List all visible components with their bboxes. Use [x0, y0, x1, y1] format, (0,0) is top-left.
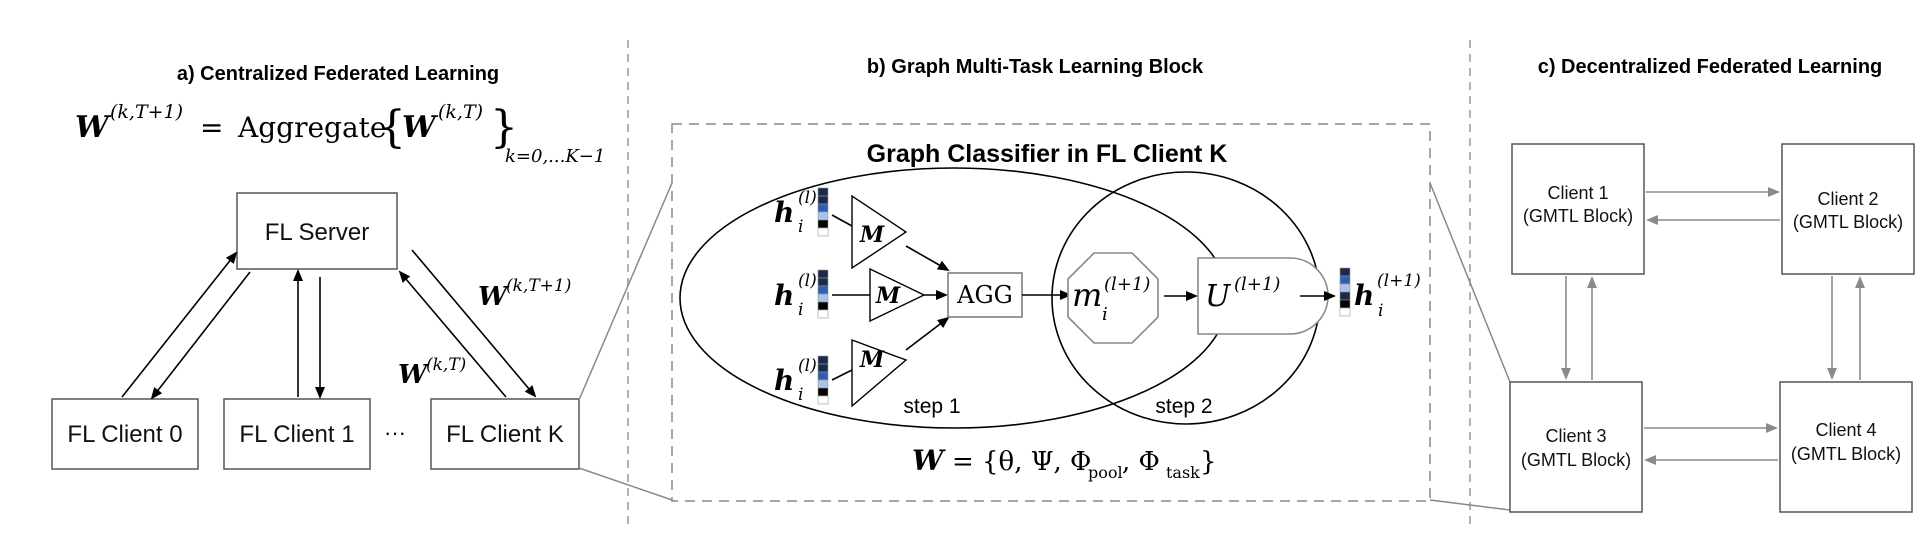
arrow-m-top-to-agg: [905, 245, 950, 271]
downlink-sup: (k,T+1): [506, 276, 571, 296]
uplink-sup: (k,T): [426, 355, 466, 375]
input-h-bottom-sub: i: [798, 385, 803, 405]
message-fn-mid: M: [832, 267, 926, 323]
client-1-name: Client 1: [1547, 183, 1608, 203]
params-pool-sub: pool: [1088, 463, 1123, 482]
message-sup: (l+1): [1104, 274, 1150, 295]
client-4-block: (GMTL Block): [1791, 444, 1901, 464]
step2-label: step 2: [1155, 395, 1212, 418]
input-feature-top: h i (l): [774, 188, 817, 237]
output-h: h: [1354, 279, 1374, 312]
zoom-guide-bottom-left: [578, 467, 673, 501]
fl-client-1-label: FL Client 1: [239, 421, 354, 448]
client-2-name: Client 2: [1817, 189, 1878, 209]
formula-subscript: k=0,...K−1: [505, 146, 605, 167]
message-fn-top: M: [831, 194, 908, 270]
update-sup: (l+1): [1234, 274, 1280, 295]
output-feature-label: h i (l+1): [1354, 271, 1421, 321]
params-close: }: [1200, 447, 1217, 477]
params-w: W: [912, 444, 946, 477]
decentral-client-1[interactable]: Client 1 (GMTL Block): [1511, 143, 1645, 275]
message-fn-top-label: M: [859, 222, 885, 248]
formula-brace-open: {: [378, 102, 406, 153]
arrow-m-bottom-to-agg: [905, 316, 950, 351]
output-h-sub: i: [1378, 301, 1383, 321]
gmtl-block-frame: [671, 123, 1431, 502]
fl-client-k[interactable]: FL Client K: [430, 398, 580, 470]
formula-op: Aggregate: [237, 111, 386, 144]
clients-ellipsis: ···: [384, 420, 406, 445]
parameter-set-formula: W = {θ, Ψ, Φ pool , Φ task }: [912, 444, 1217, 482]
message-m: m: [1072, 276, 1102, 314]
formula-lhs-w: W: [75, 110, 112, 145]
client-2-block: (GMTL Block): [1793, 212, 1903, 232]
params-comma-phi: , Φ: [1122, 447, 1160, 477]
output-feature-vector: [1339, 267, 1351, 317]
message-fn-bottom-label: M: [859, 347, 885, 373]
formula-rhs-w: W: [402, 110, 439, 145]
downlink-w: W: [478, 282, 510, 312]
input-h-mid-sup: (l): [798, 271, 817, 291]
output-h-sup: (l+1): [1377, 271, 1421, 291]
input-feature-bottom: h i (l): [774, 356, 817, 405]
input-h-bottom: h: [774, 364, 794, 397]
formula-rhs-sup: (k,T): [438, 101, 483, 123]
fl-client-k-label: FL Client K: [446, 421, 564, 448]
gmtl-box-title: Graph Classifier in FL Client K: [867, 140, 1228, 168]
update-u: U: [1205, 279, 1232, 314]
params-eq: =: [952, 447, 974, 477]
input-feature-mid: h i (l): [774, 271, 817, 320]
section-b-title: b) Graph Multi-Task Learning Block: [867, 56, 1204, 78]
downlink-weight-label: W (k,T+1): [478, 276, 571, 312]
update-fn: U (l+1): [1197, 257, 1329, 335]
params-task-sub: task: [1166, 463, 1200, 482]
client-1-block: (GMTL Block): [1523, 206, 1633, 226]
message-fn-bottom: M: [831, 338, 908, 408]
formula-lhs-sup: (k,T+1): [110, 101, 183, 123]
arrow-server-to-client0: [150, 271, 251, 400]
fl-client-0[interactable]: FL Client 0: [51, 398, 199, 470]
client-3-block: (GMTL Block): [1521, 450, 1631, 470]
fl-client-0-label: FL Client 0: [67, 421, 182, 448]
zoom-guide-bottom-right: [1429, 499, 1511, 511]
agg-label: AGG: [956, 281, 1013, 309]
input-h-top-sup: (l): [798, 188, 817, 208]
input-h-top: h: [774, 196, 794, 229]
formula-brace-close: }: [490, 102, 518, 153]
step1-label: step 1: [903, 395, 960, 418]
aggregate-formula: W (k,T+1) = Aggregate { W (k,T) } k=0,..…: [75, 101, 605, 167]
decentral-client-3[interactable]: Client 3 (GMTL Block): [1509, 381, 1643, 513]
zoom-guide-top-right: [1429, 182, 1511, 383]
input-h-mid-sub: i: [798, 300, 803, 320]
section-c-title: c) Decentralized Federated Learning: [1538, 56, 1883, 78]
params-set: {θ, Ψ, Φ: [982, 447, 1091, 477]
uplink-w: W: [398, 360, 430, 390]
feature-vector-mid: [817, 269, 829, 319]
section-a-title: a) Centralized Federated Learning: [177, 63, 499, 85]
formula-eq: =: [200, 111, 223, 144]
message-fn-mid-label: M: [875, 283, 901, 309]
input-h-bottom-sup: (l): [798, 356, 817, 376]
fl-client-1[interactable]: FL Client 1: [223, 398, 371, 470]
message-octagon: m i (l+1): [1067, 252, 1159, 344]
arrow-server-to-clientk: [411, 249, 537, 398]
client-3-name: Client 3: [1545, 426, 1606, 446]
client-4-name: Client 4: [1815, 420, 1876, 440]
message-sub: i: [1102, 304, 1108, 325]
feature-vector-bottom: [817, 355, 829, 405]
feature-vector-top: [817, 187, 829, 237]
agg-box: AGG: [947, 272, 1023, 318]
input-h-mid: h: [774, 279, 794, 312]
decentral-client-2[interactable]: Client 2 (GMTL Block): [1781, 143, 1915, 275]
decentral-client-4[interactable]: Client 4 (GMTL Block): [1779, 381, 1913, 513]
uplink-weight-label: W (k,T): [398, 355, 466, 390]
fl-server-label: FL Server: [265, 219, 369, 246]
zoom-guide-top-left: [578, 182, 673, 401]
arrow-clientk-to-server: [398, 270, 507, 398]
arrow-client0-to-server: [121, 251, 238, 398]
fl-server[interactable]: FL Server: [236, 192, 398, 270]
input-h-top-sub: i: [798, 217, 803, 237]
